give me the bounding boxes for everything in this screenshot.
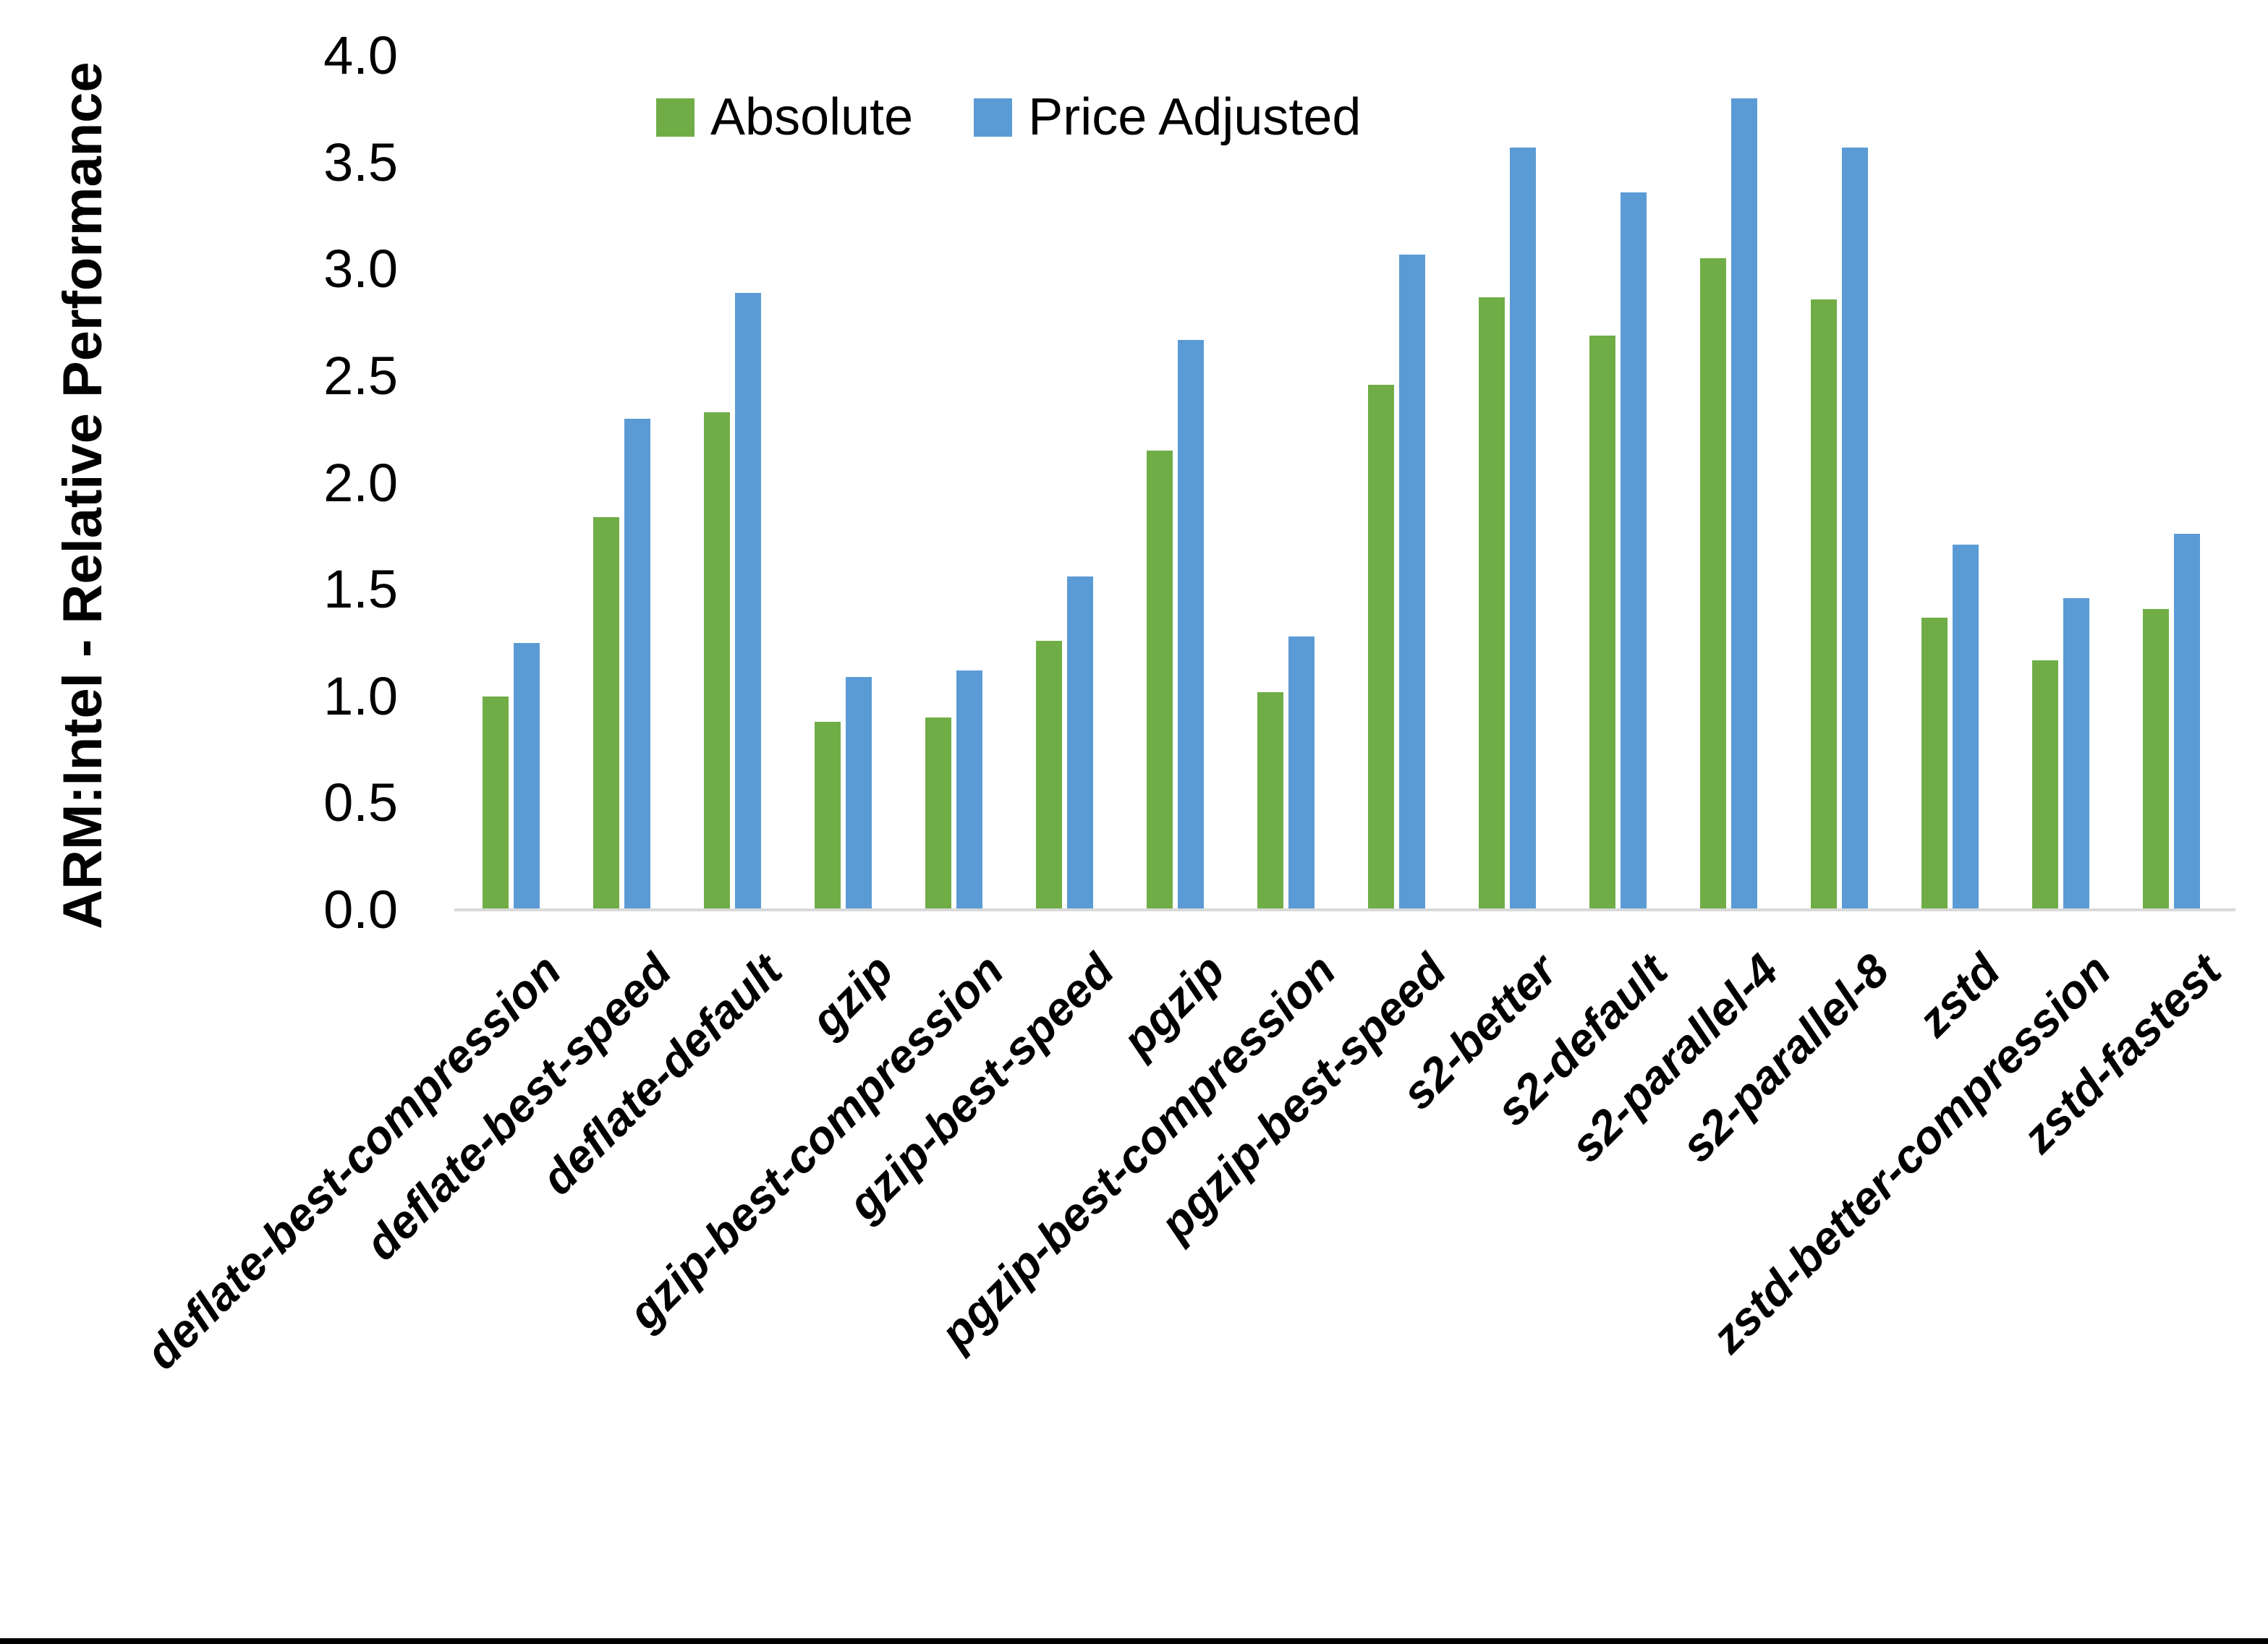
y-tick-label-0.5: 0.5 xyxy=(323,772,398,833)
bar-absolute-gzip-best-speed xyxy=(1036,641,1062,910)
bar-absolute-deflate-best-speed xyxy=(593,517,619,910)
legend-label-price-adjusted: Price Adjusted xyxy=(1028,88,1362,146)
bar-absolute-deflate-best-compression xyxy=(483,697,509,910)
bar-price-adjusted-zstd-fastest xyxy=(2174,534,2200,910)
bar-absolute-zstd xyxy=(1921,618,1948,910)
bar-price-adjusted-zstd xyxy=(1953,545,1979,910)
bar-absolute-pgzip xyxy=(1147,451,1173,910)
bar-absolute-gzip-best-compression xyxy=(925,717,951,910)
y-tick-label-0.0: 0.0 xyxy=(323,880,398,940)
legend-item-absolute: Absolute xyxy=(656,91,913,143)
bar-price-adjusted-deflate-default xyxy=(735,293,761,910)
bar-absolute-zstd-better-compression xyxy=(2032,660,2058,910)
x-tick-label-deflate-best-compression: deflate-best-compression xyxy=(135,944,571,1379)
y-tick-label-1.5: 1.5 xyxy=(323,559,398,620)
legend-swatch-absolute xyxy=(656,98,695,137)
bar-price-adjusted-zstd-better-compression xyxy=(2063,598,2089,910)
y-tick-label-1.0: 1.0 xyxy=(323,665,398,726)
y-tick-label-4.0: 4.0 xyxy=(323,25,398,85)
bar-absolute-s2-default xyxy=(1589,336,1615,910)
bar-absolute-gzip xyxy=(815,722,841,910)
bar-absolute-pgzip-best-compression xyxy=(1257,692,1283,910)
y-tick-label-2.0: 2.0 xyxy=(323,452,398,513)
bar-price-adjusted-s2-default xyxy=(1621,192,1647,910)
y-tick-label-2.5: 2.5 xyxy=(323,345,398,406)
bar-price-adjusted-s2-parallel-8 xyxy=(1842,148,1868,910)
legend-item-price-adjusted: Price Adjusted xyxy=(974,91,1361,143)
bar-absolute-s2-parallel-8 xyxy=(1811,299,1837,910)
legend-swatch-price-adjusted xyxy=(974,98,1013,137)
bar-price-adjusted-gzip-best-compression xyxy=(956,670,982,910)
bar-price-adjusted-pgzip xyxy=(1178,340,1204,910)
x-tick-label-zstd: zstd xyxy=(1907,944,2010,1047)
bar-absolute-s2-better xyxy=(1479,297,1505,910)
legend: Absolute Price Adjusted xyxy=(656,91,1361,143)
bar-price-adjusted-gzip xyxy=(846,677,872,910)
y-tick-label-3.5: 3.5 xyxy=(323,132,398,192)
x-tick-label-gzip: gzip xyxy=(800,944,903,1047)
bar-price-adjusted-deflate-best-speed xyxy=(624,419,650,910)
legend-label-absolute: Absolute xyxy=(710,88,914,146)
x-axis-line xyxy=(454,908,2235,911)
y-axis-title: ARM:Intel - Relative Performance xyxy=(52,61,114,929)
bar-price-adjusted-s2-better xyxy=(1510,148,1536,910)
bottom-border xyxy=(0,1638,2268,1644)
bar-absolute-zstd-fastest xyxy=(2143,609,2169,910)
bar-price-adjusted-s2-parallel-4 xyxy=(1731,98,1757,910)
y-tick-label-3.0: 3.0 xyxy=(323,239,398,299)
bar-absolute-deflate-default xyxy=(704,412,730,910)
bar-price-adjusted-deflate-best-compression xyxy=(514,643,540,910)
bar-absolute-s2-parallel-4 xyxy=(1700,258,1726,910)
bar-price-adjusted-pgzip-best-compression xyxy=(1288,636,1314,910)
bar-price-adjusted-gzip-best-speed xyxy=(1067,576,1093,910)
bar-absolute-pgzip-best-speed xyxy=(1368,385,1394,910)
bar-price-adjusted-pgzip-best-speed xyxy=(1399,255,1425,910)
